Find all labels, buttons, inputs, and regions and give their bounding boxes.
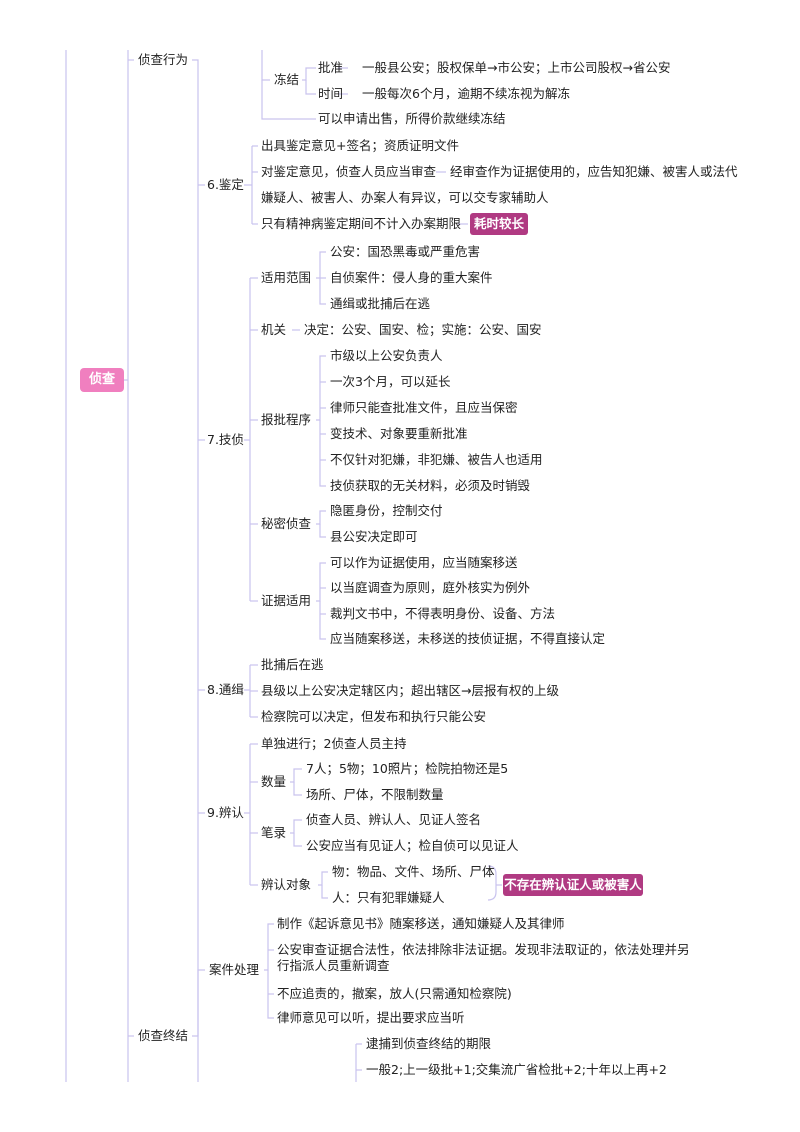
bianren-duixiang-item: 人：只有犯罪嫌疑人 [332,890,445,905]
jizhen-zhengju-label[interactable]: 证据适用 [261,593,312,608]
root-node[interactable]: 侦查 [80,368,124,392]
jizhen-mimi-item: 县公安决定即可 [330,529,418,544]
tongji-item: 检察院可以决定，但发布和执行只能公安 [261,709,487,724]
jizhen-shiyong-item: 公安：国恐黑毒或严重危害 [330,244,481,259]
jizhen-jiguan-text: 决定：公安、国安、检；实施：公安、国安 [304,322,542,337]
tongji-item: 批捕后在逃 [261,657,324,672]
jizhen-baopi-item: 律师只能查批准文件，且应当保密 [330,400,518,415]
jianding-item-2-head: 对鉴定意见，侦查人员应当审查 [261,164,437,179]
anjian-item: 律师意见可以听，提出要求应当听 [277,1010,465,1025]
bianren-duixiang-label[interactable]: 辨认对象 [261,877,312,892]
jizhen-shiyong-label[interactable]: 适用范围 [261,270,312,285]
bianren-shuliang-item: 7人；5物；10照片；检院拍物还是5 [306,761,509,776]
node-anjian-chuli[interactable]: 案件处理 [209,962,260,977]
jizhen-jiguan-label[interactable]: 机关 [261,322,287,337]
node-dongjie-chushou: 可以申请出售，所得价款继续冻结 [318,111,506,126]
bianren-note-badge: 不存在辨认证人或被害人 [503,874,643,896]
jianding-note-badge: 耗时较长 [470,213,528,235]
jizhen-shiyong-item: 自侦案件：侵人身的重大案件 [330,270,493,285]
jizhen-zhengju-item: 应当随案移送，未移送的技侦证据，不得直接认定 [330,631,606,646]
node-dongjie-pizhun-text: 一般县公安；股权保单→市公安；上市公司股权→省公安 [362,60,671,75]
qixian-line1: 一般2;上一级批+1;交集流广省检批+2;十年以上再+2 [366,1062,667,1077]
jianding-item-2-line2: 嫌疑人、被害人、办案人有异议，可以交专家辅助人 [261,190,549,205]
bianren-item-1: 单独进行；2侦查人员主持 [261,736,407,751]
bianren-duixiang-item: 物：物品、文件、场所、尸体 [332,864,495,879]
anjian-item: 公安审查证据合法性，依法排除非法证据。发现非法取证的，依法处理并另行指派人员重新… [277,942,690,973]
anjian-item: 不应追责的，撤案，放人(只需通知检察院) [277,986,512,1001]
jianding-item-3: 只有精神病鉴定期间不计入办案期限 [261,216,462,231]
jizhen-baopi-item: 技侦获取的无关材料，必须及时销毁 [330,478,531,493]
node-dongjie[interactable]: 冻结 [274,72,300,87]
jizhen-baopi-item: 变技术、对象要重新批准 [330,426,468,441]
node-dongjie-shijian[interactable]: 时间 [318,86,344,101]
anjian-item: 制作《起诉意见书》随案移送，通知嫌疑人及其律师 [277,916,565,931]
node-dongjie-pizhun[interactable]: 批准 [318,60,344,75]
jizhen-mimi-label[interactable]: 秘密侦查 [261,516,312,531]
tongji-item: 县级以上公安决定辖区内；超出辖区→层报有权的上级 [261,683,559,698]
jizhen-baopi-item: 不仅针对犯嫌，非犯嫌、被告人也适用 [330,452,543,467]
bianren-bilu-item: 侦查人员、辨认人、见证人签名 [306,812,482,827]
jizhen-zhengju-item: 可以作为证据使用，应当随案移送 [330,555,518,570]
bianren-bilu-label[interactable]: 笔录 [261,825,287,840]
bianren-shuliang-label[interactable]: 数量 [261,774,287,789]
node-dongjie-shijian-text: 一般每次6个月，逾期不续冻视为解冻 [362,86,570,101]
bianren-shuliang-item: 场所、尸体，不限制数量 [306,787,444,802]
jizhen-shiyong-item: 通缉或批捕后在逃 [330,296,431,311]
jizhen-zhengju-item: 裁判文书中，不得表明身份、设备、方法 [330,606,556,621]
node-tongji[interactable]: 8.通缉 [207,682,244,697]
node-jianding[interactable]: 6.鉴定 [207,177,244,192]
jizhen-zhengju-item: 以当庭调查为原则，庭外核实为例外 [330,580,531,595]
jianding-item-1: 出具鉴定意见+签名；资质证明文件 [261,138,459,153]
jianding-item-2-line1: 经审查作为证据使用的，应告知犯嫌、被害人或法代 [450,164,738,179]
jizhen-baopi-item: 一次3个月，可以延长 [330,374,451,389]
jizhen-mimi-item: 隐匿身份，控制交付 [330,503,443,518]
qixian-head: 逮捕到侦查终结的期限 [366,1036,492,1051]
bianren-bilu-item: 公安应当有见证人；检自侦可以见证人 [306,838,519,853]
jizhen-baopi-item: 市级以上公安负责人 [330,348,443,363]
jizhen-baopi-label[interactable]: 报批程序 [261,412,312,427]
node-jizhen[interactable]: 7.技侦 [207,432,244,447]
branch-zhencha-xingwei[interactable]: 侦查行为 [138,52,189,67]
branch-zhencha-zhongjie[interactable]: 侦查终结 [138,1028,189,1043]
node-bianren[interactable]: 9.辨认 [207,805,244,820]
